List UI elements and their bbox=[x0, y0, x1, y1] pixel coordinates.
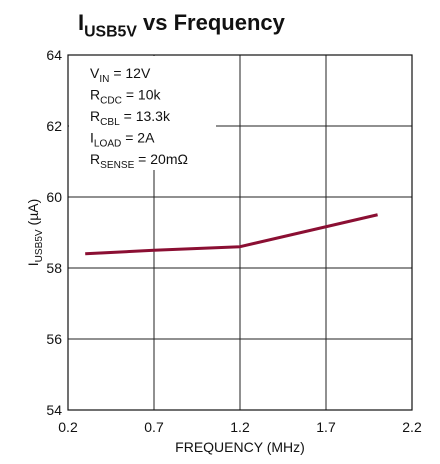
y-tick-label: 58 bbox=[46, 260, 62, 276]
x-axis-label: FREQUENCY (MHz) bbox=[175, 439, 305, 455]
x-tick-label: 0.7 bbox=[144, 419, 164, 435]
x-tick-label: 2.2 bbox=[402, 419, 422, 435]
annotation-part: = 10k bbox=[122, 87, 162, 103]
x-tick-label: 1.7 bbox=[316, 419, 336, 435]
annotation-part: R bbox=[90, 87, 100, 103]
y-tick-label: 64 bbox=[46, 47, 62, 63]
chart-title-part: I bbox=[78, 10, 84, 35]
annotation-part: CBL bbox=[100, 117, 120, 128]
y-axis-label-part: I bbox=[25, 262, 41, 266]
annotation-part: I bbox=[90, 130, 94, 146]
y-tick-label: 62 bbox=[46, 118, 62, 134]
annotation: VIN = 12V bbox=[90, 65, 151, 85]
plot-border bbox=[67, 54, 413, 411]
annotation: RSENSE = 20mΩ bbox=[90, 151, 188, 171]
annotation-part: = 12V bbox=[109, 65, 151, 81]
chart-title: IUSB5V vs Frequency bbox=[78, 10, 286, 41]
annotation-box bbox=[69, 56, 216, 170]
annotation-part: = 13.3k bbox=[120, 108, 171, 124]
x-tick-label: 0.2 bbox=[58, 419, 78, 435]
annotation: RCBL = 13.3k bbox=[90, 108, 171, 128]
annotation-part: SENSE bbox=[100, 160, 134, 171]
annotation-part: LOAD bbox=[94, 139, 121, 150]
annotation: ILOAD = 2A bbox=[90, 130, 155, 150]
annotation-part: V bbox=[90, 65, 100, 81]
annotation-part: IN bbox=[99, 74, 109, 85]
y-tick-label: 54 bbox=[46, 402, 62, 418]
y-tick-label: 60 bbox=[46, 189, 62, 205]
annotation-part: = 2A bbox=[121, 130, 155, 146]
annotation-part: CDC bbox=[100, 96, 122, 107]
x-tick-label: 1.2 bbox=[230, 419, 250, 435]
annotation: RCDC = 10k bbox=[90, 87, 161, 107]
chart-title-part: USB5V bbox=[84, 24, 137, 41]
annotation-part: = 20mΩ bbox=[134, 151, 188, 167]
annotation-part: R bbox=[90, 151, 100, 167]
y-axis-label: IUSB5V (µA) bbox=[25, 199, 45, 267]
chart-title-part: vs Frequency bbox=[137, 10, 286, 35]
annotation-part: R bbox=[90, 108, 100, 124]
y-axis-label-part: (µA) bbox=[25, 199, 41, 230]
data-line bbox=[85, 213, 378, 256]
y-axis-label-part: USB5V bbox=[34, 229, 45, 262]
y-tick-label: 56 bbox=[46, 331, 62, 347]
